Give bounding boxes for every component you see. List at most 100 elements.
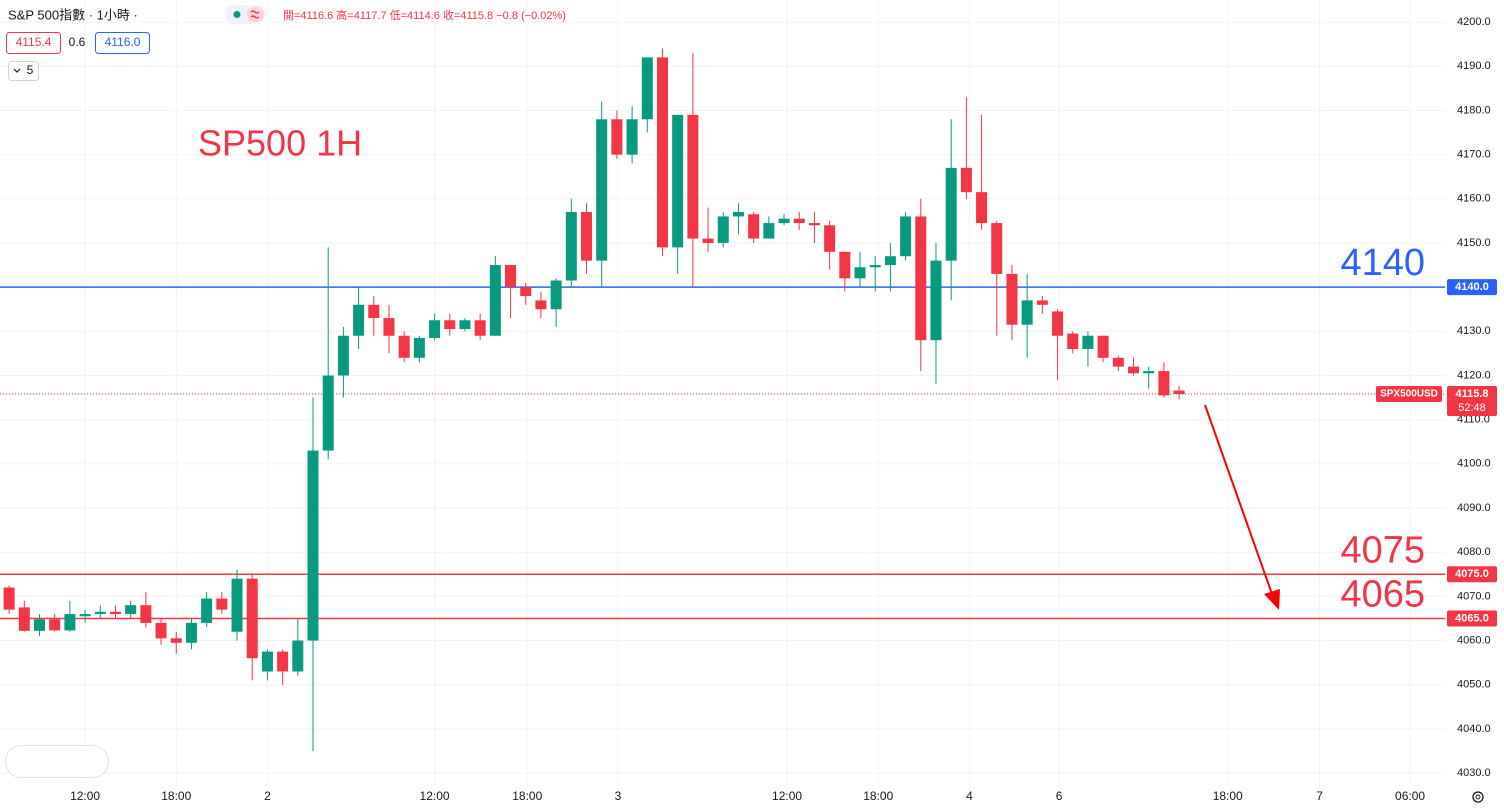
level-annotation: 4065: [1340, 573, 1425, 615]
status-icon: [247, 7, 264, 22]
y-tick-label: 4190.0: [1457, 60, 1491, 72]
candle-body: [702, 238, 714, 243]
axes: 4030.0 4040.0 4050.0 4060.0 4070.0 4080.0 4090…: [70, 16, 1497, 803]
candle-body: [337, 335, 349, 376]
arrow-head: [1264, 589, 1280, 610]
y-tick-label: 4060.0: [1457, 634, 1491, 646]
ask-box[interactable]: [95, 32, 150, 54]
candle-body: [34, 619, 46, 631]
y-tick-label: 4170.0: [1457, 149, 1491, 161]
level-price-label: 4075.0: [1455, 568, 1489, 580]
level-price-box: [1447, 610, 1497, 627]
candle-body: [322, 375, 334, 451]
ohlc-legend: 開=4116.6 高=4117.7 低=4114.6 收=4115.8 −0.8…: [283, 8, 566, 22]
ask: 4116.0: [105, 35, 141, 49]
candle-body: [687, 114, 699, 239]
y-tick-label: 4030.0: [1457, 767, 1491, 779]
candle-body: [398, 335, 410, 358]
indicator-toggle[interactable]: [8, 61, 39, 81]
gear-center: [1475, 794, 1481, 800]
candle-body: [140, 605, 152, 623]
spread: 0.6: [69, 35, 86, 49]
candle-body: [1173, 390, 1185, 395]
candle-body: [246, 578, 258, 659]
candle-body: [489, 265, 501, 336]
candle-body: [550, 280, 562, 310]
x-tick-label: 12:00: [420, 789, 450, 803]
y-tick-label: 4110.0: [1457, 414, 1490, 426]
candle-body: [596, 119, 608, 261]
candle-body: [1067, 333, 1079, 349]
y-tick-label: 4090.0: [1457, 502, 1491, 514]
candle-body: [748, 214, 760, 239]
candle-body: [505, 265, 517, 288]
y-tick-label: 4200.0: [1457, 16, 1491, 28]
candle-body: [277, 651, 289, 672]
candle-body: [261, 651, 273, 672]
x-tick-label: 18:00: [512, 789, 542, 803]
countdown-label: 52:48: [1458, 402, 1486, 414]
candle-body: [49, 619, 61, 631]
candle-body: [1112, 357, 1124, 367]
x-tick-label: 6: [1056, 789, 1063, 803]
x-tick-label: 06:00: [1395, 789, 1425, 803]
candle-body: [231, 578, 243, 632]
candle-body: [201, 598, 213, 623]
candle-body: [732, 212, 744, 217]
candle-body: [945, 167, 957, 261]
status-wave: [250, 10, 260, 19]
level-annotation: 4140: [1340, 242, 1425, 284]
x-tick-label: 4: [966, 789, 973, 803]
y-tick-label: 4120.0: [1457, 369, 1491, 381]
x-tick-label: 12:00: [70, 789, 100, 803]
level-price-label: 4065.0: [1455, 612, 1489, 624]
candle-body: [1158, 371, 1170, 396]
y-tick-label: 4040.0: [1457, 723, 1491, 735]
bid: 4115.4: [16, 35, 52, 49]
candle-body: [94, 611, 106, 615]
candle-body: [900, 216, 912, 257]
grid: [0, 0, 1445, 785]
candle-body: [1036, 300, 1048, 305]
candle-body: [793, 218, 805, 224]
y-tick-label: 4100.0: [1457, 458, 1491, 470]
candle-body: [1097, 335, 1109, 358]
bid-box[interactable]: [6, 32, 61, 54]
last-price-box: [1447, 386, 1497, 417]
candle-body: [976, 192, 988, 224]
candle-body: [459, 320, 471, 330]
status-dot: [233, 11, 241, 18]
candle-body: [1021, 300, 1033, 325]
last-price-label: 4115.8: [1455, 388, 1488, 400]
toolbar-pill[interactable]: [5, 745, 109, 778]
candle-body: [1143, 371, 1155, 374]
candle-body: [1006, 273, 1018, 325]
x-tick-label: 18:00: [1213, 789, 1243, 803]
level-price-box: [1447, 566, 1497, 583]
candle-body: [915, 216, 927, 341]
candle-body: [1052, 311, 1064, 336]
candle-body: [383, 318, 395, 336]
candle-body: [109, 611, 121, 615]
candle-body: [429, 320, 441, 338]
y-tick-label: 4160.0: [1457, 193, 1491, 205]
levels: [0, 286, 1445, 620]
y-tick-label: 4050.0: [1457, 679, 1491, 691]
candle-body: [869, 265, 881, 268]
symbol-label: SPX500USD: [1380, 389, 1438, 400]
candle-body: [960, 167, 972, 193]
candle-body: [155, 622, 167, 639]
candle-body: [854, 267, 866, 279]
candle-body: [79, 614, 91, 617]
arrow-shaft: [1204, 404, 1273, 595]
candle-body: [656, 57, 668, 248]
candle-body: [808, 223, 820, 226]
indicator-count: 5: [27, 63, 34, 77]
candle-body: [307, 450, 319, 641]
annotation: SP500 1H: [198, 123, 362, 164]
settings-icon[interactable]: [1472, 791, 1484, 803]
candle-body: [641, 57, 653, 120]
x-tick-label: 18:00: [161, 789, 191, 803]
candle-body: [64, 614, 76, 631]
